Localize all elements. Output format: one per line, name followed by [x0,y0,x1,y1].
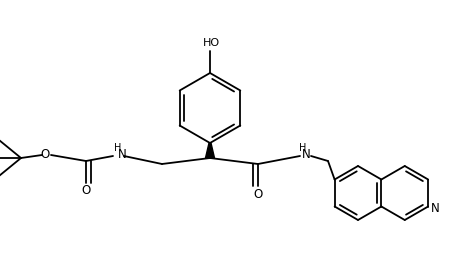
Text: H: H [299,143,307,153]
Text: HO: HO [202,38,219,48]
Text: N: N [118,147,127,161]
Text: N: N [431,202,439,215]
Text: O: O [81,184,91,198]
Polygon shape [206,143,214,158]
Text: O: O [40,149,49,161]
Text: N: N [302,147,310,161]
Text: H: H [114,143,122,153]
Text: O: O [253,187,262,201]
